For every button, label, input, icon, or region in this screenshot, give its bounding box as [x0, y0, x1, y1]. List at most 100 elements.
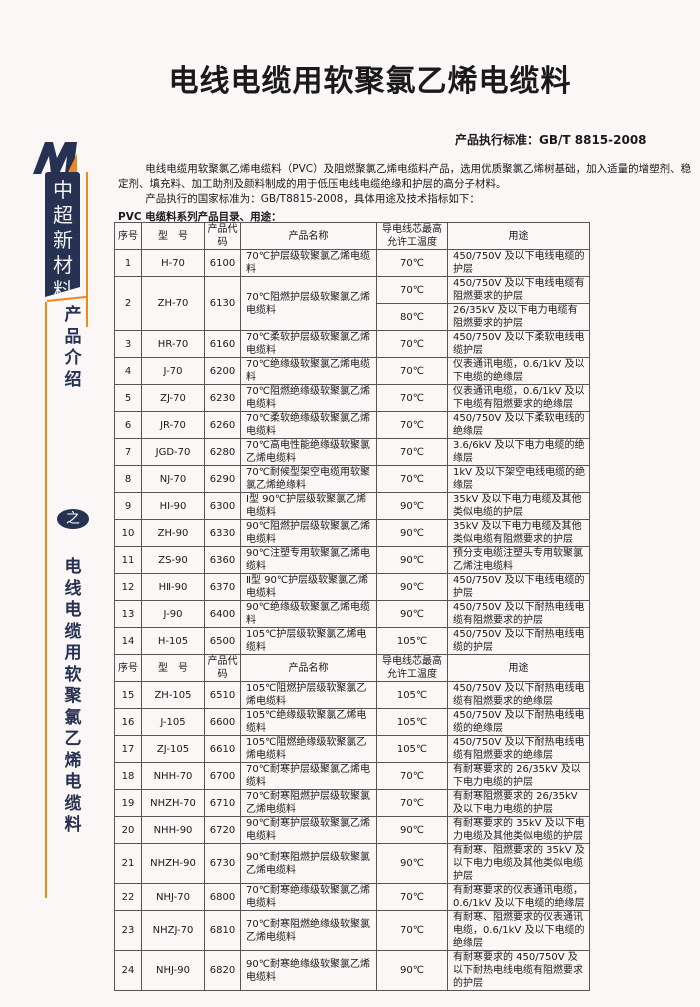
- table-row: 16 J-105 6600 105℃绝缘级软聚氯乙烯电缆料 105℃ 450/750V 及…: [114, 708, 590, 736]
- cell-code: 6370: [204, 573, 241, 601]
- cell-product-name: 70℃柔软护层级软聚氯乙烯电缆料: [240, 330, 377, 358]
- cell-model: H-70: [141, 249, 205, 277]
- cell-product-name: 70℃耐寒阻燃护层级软聚氯乙烯电缆料: [240, 789, 377, 817]
- table-header-row: 序号型 号产品代码 产品名称 导电线芯最高允许工温度 用途: [114, 222, 590, 250]
- cell-usage: 有耐寒阻燃要求的 26/35kV 及以下电力电缆的护层: [447, 789, 590, 817]
- cell-model: HⅡ-90: [141, 573, 205, 601]
- cell-seq: 14: [114, 627, 142, 655]
- cell-code: 6720: [204, 816, 241, 844]
- cell-product-name: 90℃耐寒阻燃护层级软聚氯乙烯电缆料: [240, 843, 377, 884]
- cell-code: 6600: [204, 708, 241, 736]
- cell-product-name: 70℃护层级软聚氯乙烯电缆料: [240, 249, 377, 277]
- cell-max-temp: 105℃: [376, 681, 448, 709]
- cell-max-temp: 105℃: [376, 627, 448, 655]
- cell-product-name: 90℃耐寒绝缘级软聚氯乙烯电缆料: [240, 950, 377, 991]
- header-model: 型 号: [141, 222, 205, 250]
- table-row: 23 NHZJ-70 6810 70℃耐寒阻燃绝缘级软聚氯乙烯电缆料 70℃ 有耐寒、阻燃…: [114, 910, 590, 951]
- table-row: 21 NHZH-90 6730 90℃耐寒阻燃护层级软聚氯乙烯电缆料 90℃ 有耐寒、阻燃…: [114, 843, 590, 884]
- intro-standard: 产品执行的国家标准为：GB/T8815-2008，具体用途及技术指标如下：: [145, 193, 480, 205]
- cell-max-temp: 70℃: [376, 357, 448, 385]
- intro-text: 电线电缆用软聚氯乙烯电缆料（PVC）及阻燃聚氯乙烯电缆料产品，选用优质聚氯乙烯树…: [118, 162, 694, 207]
- cell-model: JGD-70: [141, 438, 205, 466]
- cell-usage: 仪表通讯电缆，0.6/1kV 及以下电缆有阻燃要求的绝缘层: [447, 384, 590, 412]
- table-row: 18 NHH-70 6700 70℃耐寒护层级聚氯乙烯电缆料 70℃ 有耐寒要求的 26/…: [114, 762, 590, 790]
- cell-usage: 有耐寒、阻燃要求的 35kV 及以下电力电缆及其他类似电缆护层: [447, 843, 590, 884]
- table-row: 3 HR-70 6160 70℃柔软护层级软聚氯乙烯电缆料 70℃ 450/750V 及以…: [114, 330, 590, 358]
- cell-max-temp: 70℃: [376, 249, 448, 277]
- cell-product-name: 70℃耐寒护层级聚氯乙烯电缆料: [240, 762, 377, 790]
- cell-max-temp: 105℃: [376, 708, 448, 736]
- cell-model: NHZH-70: [141, 789, 205, 817]
- cell-code: 6200: [204, 357, 241, 385]
- cell-model: NHJ-70: [141, 883, 205, 911]
- cell-max-temp: 90℃: [376, 546, 448, 574]
- cell-code: 6100: [204, 249, 241, 277]
- cell-seq: 24: [114, 950, 142, 991]
- cell-product-name: 70℃耐寒绝缘级软聚氯乙烯电缆料: [240, 883, 377, 911]
- header-product-name: 产品名称: [240, 222, 377, 250]
- header-product-name: 产品名称: [240, 654, 377, 682]
- table-row: 2 ZH-70 6130 70℃阻燃护层级软聚氯乙烯电缆料 70℃ 450/750V 及以…: [114, 276, 590, 331]
- cell-usage: 35kV 及以下电力电缆及其他类似电缆有阻燃要求的护层: [447, 519, 590, 547]
- table-row: 15 ZH-105 6510 105℃阻燃护层级软聚氯乙烯电缆料 105℃ 450/750…: [114, 681, 590, 709]
- cell-max-temp: 70℃: [376, 762, 448, 790]
- cell-usage: 有耐寒要求的 35kV 及以下电力电缆及其他类似电缆的护层: [447, 816, 590, 844]
- cell-max-temp: 90℃: [376, 950, 448, 991]
- cell-model: JR-70: [141, 411, 205, 439]
- header-code: 产品代码: [204, 654, 241, 682]
- cell-product-name: 70℃高电性能绝缘级软聚氯乙烯电缆料: [240, 438, 377, 466]
- cell-model: HR-70: [141, 330, 205, 358]
- cell-code: 6510: [204, 681, 241, 709]
- header-max-temp: 导电线芯最高允许工温度: [376, 222, 448, 250]
- table-row: 6 JR-70 6260 70℃柔软绝缘级软聚氯乙烯电缆料 70℃ 450/750V 及以…: [114, 411, 590, 439]
- cell-code: 6290: [204, 465, 241, 493]
- cell-usage: 450/750V 及以下电线电缆的护层: [447, 249, 590, 277]
- cell-model: NHH-70: [141, 762, 205, 790]
- cell-usage: 有耐寒要求的 450/750V 及以下耐热电线电缆有阻燃要求的护层: [447, 950, 590, 991]
- cell-seq: 9: [114, 492, 142, 520]
- cell-max-temp: 90℃: [376, 843, 448, 884]
- cell-product-name: 90℃阻燃护层级软聚氯乙烯电缆料: [240, 519, 377, 547]
- cell-seq: 16: [114, 708, 142, 736]
- cell-max-temp: 70℃: [376, 883, 448, 911]
- table-row: 24 NHJ-90 6820 90℃耐寒绝缘级软聚氯乙烯电缆料 90℃ 有耐寒要求的 45…: [114, 950, 590, 991]
- cell-model: NHJ-90: [141, 950, 205, 991]
- cell-model: ZJ-70: [141, 384, 205, 412]
- cell-seq: 15: [114, 681, 142, 709]
- cell-model: HⅠ-90: [141, 492, 205, 520]
- product-table: 序号型 号产品代码 产品名称 导电线芯最高允许工温度 用途 1 H-70 6100 70℃护层…: [114, 222, 590, 991]
- cell-code: 6130: [204, 276, 241, 331]
- cell-product-name: 70℃阻燃护层级软聚氯乙烯电缆料: [240, 276, 377, 331]
- cell-usage: 450/750V 及以下柔软电线电缆护层: [447, 330, 590, 358]
- cell-seq: 1: [114, 249, 142, 277]
- cell-max-temp: 70℃: [376, 465, 448, 493]
- cell-max-temp: 70℃: [376, 910, 448, 951]
- header-usage: 用途: [447, 654, 590, 682]
- cell-model: ZH-105: [141, 681, 205, 709]
- cell-code: 6280: [204, 438, 241, 466]
- cell-max-temp: 70℃: [376, 789, 448, 817]
- header-seq: 序号: [114, 222, 142, 250]
- table-caption: PVC 电缆料系列产品目录、用途：: [118, 211, 282, 223]
- cell-usage: 450/750V 及以下耐热电线电缆有阻燃要求的绝缘层: [447, 681, 590, 709]
- cell-seq: 21: [114, 843, 142, 884]
- cell-code: 6300: [204, 492, 241, 520]
- cell-model: ZS-90: [141, 546, 205, 574]
- cell-code: 6810: [204, 910, 241, 951]
- cell-model: NHZH-90: [141, 843, 205, 884]
- cell-seq: 22: [114, 883, 142, 911]
- cell-usage: 仪表通讯电缆，0.6/1kV 及以下电缆的绝缘层: [447, 357, 590, 385]
- cell-code: 6730: [204, 843, 241, 884]
- cell-seq: 3: [114, 330, 142, 358]
- cell-usage: 有耐寒、阻燃要求的仪表通讯电缆，0.6/1kV 及以下电缆的绝缘层: [447, 910, 590, 951]
- cell-seq: 5: [114, 384, 142, 412]
- cell-model: H-105: [141, 627, 205, 655]
- cell-usage: 有耐寒要求的仪表通讯电缆，0.6/1kV 及以下电缆的绝缘层: [447, 883, 590, 911]
- cell-product-name: 105℃阻燃护层级软聚氯乙烯电缆料: [240, 681, 377, 709]
- cell-seq: 17: [114, 735, 142, 763]
- cell-seq: 6: [114, 411, 142, 439]
- header-seq: 序号: [114, 654, 142, 682]
- cell-max-temp: 70℃: [376, 330, 448, 358]
- cell-usage: 3.6/6kV 及以下电力电缆的绝缘层: [447, 438, 590, 466]
- cell-max-temp: 90℃: [376, 600, 448, 628]
